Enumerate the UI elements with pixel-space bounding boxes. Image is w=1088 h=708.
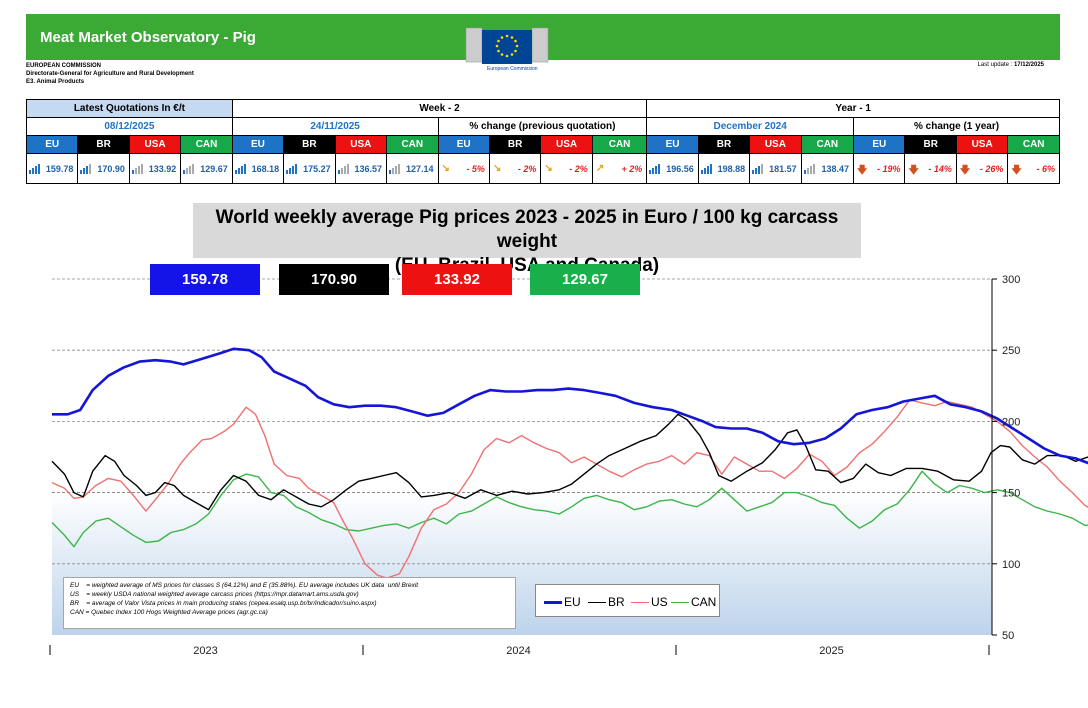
week2-value-usa: 136.57 (334, 153, 388, 184)
y-tick-label-200: 200 (1002, 416, 1020, 428)
country-br: BR (77, 135, 130, 154)
ec-logo-text: European Commission (487, 66, 538, 72)
legend-us: US (631, 595, 668, 609)
arrow-down-right-icon: ↘ (441, 163, 450, 174)
latest-value-br: 170.90 (77, 153, 130, 184)
arrow-down-icon: 🡇 (1011, 165, 1022, 176)
series-line-eu (52, 347, 1088, 465)
country-br: BR (488, 135, 542, 154)
week2-pct-usa: ↘ - 2% (540, 153, 593, 184)
arrow-down-icon: 🡇 (857, 165, 868, 176)
y-tick-label-300: 300 (1002, 274, 1020, 286)
signal-bars-icon (700, 164, 712, 176)
week2-pct-br: ↘ - 2% (488, 153, 542, 184)
signal-bars-icon (752, 164, 764, 176)
country-eu: EU (231, 135, 285, 154)
country-can: CAN (180, 135, 233, 154)
country-usa: USA (540, 135, 593, 154)
signal-bars-icon (803, 164, 815, 176)
arrow-down-icon: 🡇 (959, 165, 971, 176)
year1-value-usa: 181.57 (749, 153, 802, 184)
org-line-2: Directorate-General for Agriculture and … (26, 71, 194, 77)
signal-bars-icon (29, 164, 40, 176)
signal-bars-icon (80, 164, 92, 176)
chart-notes: EU = weighted average of MS prices for c… (63, 577, 516, 629)
y-tick-label-250: 250 (1002, 345, 1020, 357)
signal-bars-icon (649, 164, 661, 176)
chart-legend: EU BR US CAN (535, 584, 720, 617)
chart-title-line-1: World weekly average Pig prices 2023 - 2… (215, 207, 839, 252)
year1-pct-br: 🡇 - 14% (904, 153, 957, 184)
note-br: BR = average of Valor Vista prices in ma… (70, 600, 377, 607)
legend-can: CAN (671, 595, 716, 609)
org-line-3: E3. Animal Products (26, 79, 85, 85)
current-value-can: 129.67 (530, 264, 640, 295)
country-can: CAN (386, 135, 439, 154)
country-can: CAN (591, 135, 648, 154)
week2-pct-eu: ↘ - 5% (437, 153, 490, 184)
week2-pct-can: ↗ + 2% (591, 153, 648, 184)
country-br: BR (283, 135, 336, 154)
signal-bars-icon (389, 164, 401, 176)
note-us: US = weekly USDA national weighted avera… (70, 591, 359, 598)
signal-bars-icon (337, 164, 349, 176)
series-line-us (51, 399, 1088, 579)
country-eu: EU (25, 135, 79, 154)
year1-pct-can: 🡇 - 6% (1007, 153, 1060, 184)
org-line-1: EUROPEAN COMMISSION (26, 63, 102, 69)
week2-value-eu: 168.18 (231, 153, 285, 184)
x-tick-label-2025: 2025 (819, 645, 843, 657)
year1-pct-usa: 🡇 - 26% (955, 153, 1009, 184)
series-line-br (51, 413, 1088, 511)
signal-bars-icon (183, 164, 195, 176)
legend-br: BR (588, 595, 625, 609)
current-value-eu: 159.78 (150, 264, 260, 295)
x-tick-label-2023: 2023 (193, 645, 217, 657)
last-update-date: 17/12/2025 (1013, 62, 1044, 68)
latest-value-can: 129.67 (180, 153, 233, 184)
last-update: Last update : 17/12/2025 (978, 62, 1044, 68)
y-tick-label-50: 50 (1002, 630, 1014, 642)
arrow-up-right-icon: ↗ (595, 163, 605, 174)
signal-bars-icon (286, 164, 298, 176)
last-update-label: Last update : (977, 62, 1013, 68)
page-title: Meat Market Observatory - Pig (40, 29, 256, 46)
current-value-us: 133.92 (402, 264, 512, 295)
country-eu: EU (853, 135, 906, 154)
country-usa: USA (128, 135, 182, 154)
year1-value-br: 198.88 (697, 153, 751, 184)
week2-value-br: 175.27 (283, 153, 336, 184)
current-value-br: 170.90 (279, 264, 389, 295)
arrow-down-right-icon: ↘ (492, 163, 502, 174)
signal-bars-icon (131, 164, 143, 176)
chart-title: World weekly average Pig prices 2023 - 2… (193, 203, 861, 276)
arrow-down-icon: 🡇 (908, 165, 919, 176)
arrow-down-right-icon: ↘ (544, 163, 553, 174)
organisation-info: EUROPEAN COMMISSION Directorate-General … (26, 62, 194, 86)
legend-eu: EU (544, 595, 581, 609)
note-eu: EU = weighted average of MS prices for c… (70, 582, 419, 589)
x-tick-label-2024: 2024 (506, 645, 530, 657)
year1-pct-eu: 🡇 - 19% (853, 153, 906, 184)
week2-value-can: 127.14 (386, 153, 439, 184)
signal-bars-icon (234, 164, 246, 176)
note-can: CAN = Quebec Index 100 Hogs Weighted Ave… (70, 609, 268, 616)
year1-value-can: 138.47 (800, 153, 855, 184)
country-can: CAN (800, 135, 855, 154)
latest-value-usa: 133.92 (128, 153, 182, 184)
series-line-can (51, 470, 1088, 548)
y-tick-label-100: 100 (1002, 559, 1020, 571)
y-tick-label-150: 150 (1002, 488, 1020, 500)
country-usa: USA (749, 135, 802, 154)
country-usa: USA (334, 135, 388, 154)
latest-value-eu: 159.78 (25, 153, 79, 184)
quotations-table: Latest Quotations In €/t Week - 2 Year -… (25, 99, 1060, 184)
ec-logo: European Commission (465, 27, 549, 72)
